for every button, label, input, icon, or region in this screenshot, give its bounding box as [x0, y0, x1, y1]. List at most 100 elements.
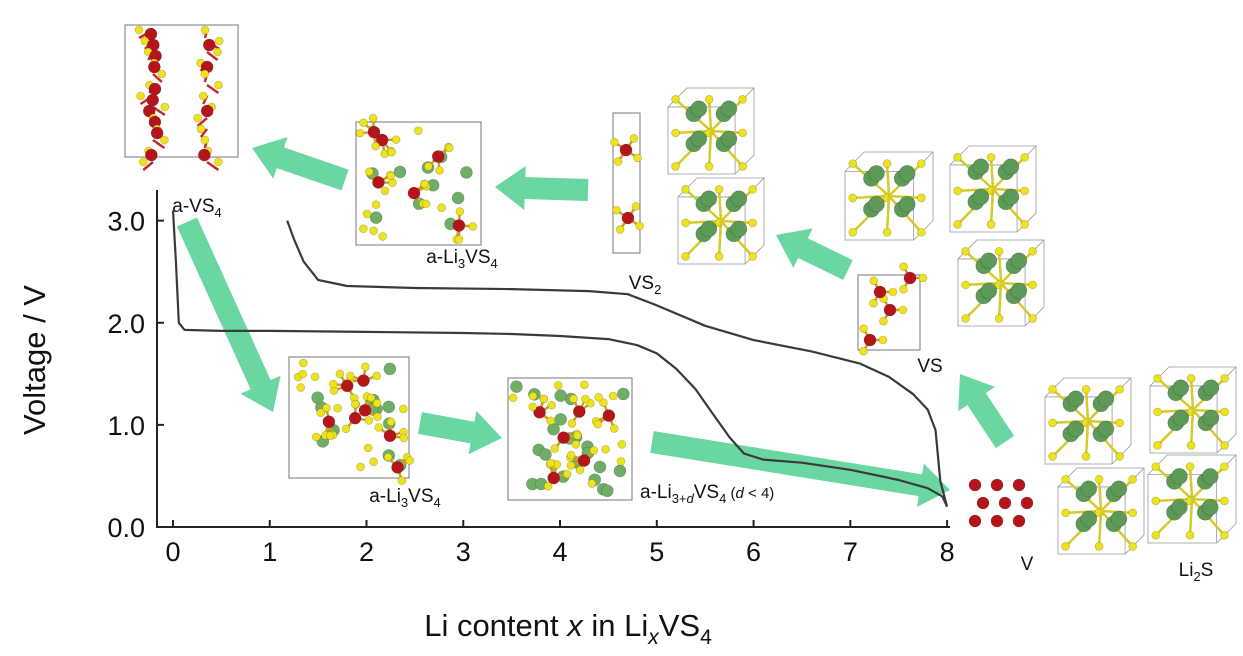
atom — [323, 416, 335, 428]
label-part: VS — [465, 247, 490, 268]
atom — [558, 432, 570, 444]
x-tick-label: 5 — [649, 537, 664, 567]
x-label-part: in Li — [583, 608, 648, 643]
atom — [570, 395, 578, 403]
atom — [1062, 475, 1070, 483]
x-tick-label: 7 — [843, 537, 858, 567]
atom — [1049, 452, 1057, 460]
atom — [161, 103, 169, 111]
atom — [539, 449, 551, 461]
atom — [991, 479, 1003, 491]
atom — [573, 406, 585, 418]
atom — [1173, 410, 1189, 426]
atom — [137, 92, 145, 100]
label-part: a-Li — [369, 486, 401, 507]
atom — [360, 119, 368, 127]
chart: 0.01.02.03.0012345678 Voltage / V Li con… — [0, 0, 1243, 656]
atom — [1152, 531, 1160, 539]
atom — [1203, 410, 1219, 426]
atom — [299, 359, 307, 367]
atom — [1068, 391, 1084, 407]
atom — [874, 286, 886, 298]
atom — [682, 185, 690, 193]
atom — [554, 381, 562, 389]
x-tick-label: 0 — [165, 537, 180, 567]
atom — [672, 162, 680, 170]
atom — [365, 168, 373, 176]
atom — [864, 334, 876, 346]
atom — [317, 409, 325, 417]
atom — [749, 252, 757, 260]
label-part: VS — [629, 273, 654, 294]
atom — [359, 225, 367, 233]
atom — [334, 404, 342, 412]
atom — [1186, 531, 1194, 539]
atom — [406, 456, 414, 464]
atom — [1098, 421, 1114, 437]
atom — [436, 166, 444, 174]
atom — [1003, 189, 1019, 205]
atom — [636, 222, 644, 230]
atom — [849, 228, 857, 236]
arrow — [418, 411, 502, 454]
x-tick-label: 1 — [262, 537, 277, 567]
atom — [715, 185, 723, 193]
atom — [991, 515, 1003, 527]
atom — [383, 401, 395, 413]
atom — [1221, 374, 1229, 382]
label-part: ( — [726, 485, 735, 502]
atom — [879, 317, 887, 325]
atom — [1187, 374, 1195, 382]
structure-label: V — [1021, 554, 1034, 575]
atom — [372, 176, 384, 188]
bond — [1190, 467, 1192, 499]
arrow — [776, 228, 853, 280]
atom — [1098, 391, 1114, 407]
atom — [311, 373, 319, 381]
atom — [368, 126, 380, 138]
atom — [1202, 499, 1218, 515]
structure-label: VS2 — [629, 273, 662, 297]
atom — [610, 138, 618, 146]
atom — [899, 196, 915, 212]
atom — [1171, 499, 1187, 515]
atom — [398, 477, 406, 485]
atom — [859, 347, 867, 355]
atom — [1221, 408, 1229, 416]
illustrations — [125, 25, 1236, 554]
atom — [358, 375, 370, 387]
atom — [981, 253, 997, 269]
atom — [1021, 497, 1033, 509]
atom — [1129, 475, 1137, 483]
atom — [610, 425, 618, 433]
atom — [359, 404, 371, 416]
atom — [884, 304, 896, 316]
atom — [201, 70, 209, 78]
atom — [581, 395, 589, 403]
bond — [1099, 479, 1101, 511]
x-axis-label: Li content x in LixVS4 — [424, 608, 712, 649]
atom — [594, 461, 606, 473]
atom — [620, 144, 632, 156]
atom — [995, 314, 1003, 322]
atom — [1011, 253, 1027, 269]
atom — [375, 423, 383, 431]
atom — [899, 165, 915, 181]
atom — [1011, 283, 1027, 299]
atom — [954, 187, 962, 195]
atom — [701, 191, 717, 207]
atom — [904, 272, 916, 284]
atom — [1116, 419, 1124, 427]
label-part: VS — [694, 482, 719, 503]
atom — [749, 219, 757, 227]
atom — [973, 159, 989, 175]
atom — [299, 370, 307, 378]
atom — [1129, 542, 1137, 550]
atom — [147, 94, 159, 106]
label-part: 2 — [1193, 569, 1200, 584]
atom — [1171, 468, 1187, 484]
atom — [460, 166, 472, 178]
atom — [1187, 441, 1195, 449]
label-part: < 4) — [744, 485, 774, 502]
atom — [312, 433, 320, 441]
